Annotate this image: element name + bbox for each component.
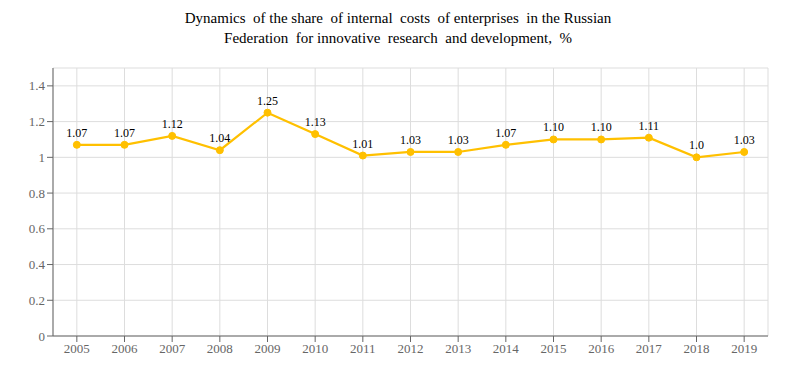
svg-text:2015: 2015 [541, 341, 567, 356]
html-text:Federation for innovative rese: Federation for innovative research and d… [224, 30, 572, 46]
svg-text:1.11: 1.11 [639, 119, 660, 133]
svg-text:2005: 2005 [64, 341, 90, 356]
svg-text:1.0: 1.0 [689, 138, 704, 152]
svg-text:2010: 2010 [302, 341, 328, 356]
svg-text:2017: 2017 [636, 341, 663, 356]
svg-text:0.2: 0.2 [29, 293, 45, 308]
svg-text:1.4: 1.4 [29, 78, 46, 93]
html-text:Dynamics of the share of inter: Dynamics of the share of internal costs … [184, 10, 612, 26]
svg-text:2019: 2019 [731, 341, 757, 356]
svg-text:2007: 2007 [159, 341, 186, 356]
svg-text:2012: 2012 [398, 341, 424, 356]
svg-text:2013: 2013 [445, 341, 471, 356]
svg-text:1.07: 1.07 [114, 126, 135, 140]
svg-text:1.03: 1.03 [400, 133, 421, 147]
svg-text:1.03: 1.03 [448, 133, 469, 147]
svg-text:1: 1 [39, 150, 46, 165]
svg-text:0.4: 0.4 [29, 257, 46, 272]
svg-text:2016: 2016 [588, 341, 615, 356]
svg-text:1.04: 1.04 [209, 131, 230, 145]
svg-text:2018: 2018 [684, 341, 710, 356]
svg-text:2008: 2008 [207, 341, 233, 356]
svg-text:1.07: 1.07 [66, 126, 87, 140]
svg-text:1.10: 1.10 [591, 120, 612, 134]
svg-text:2009: 2009 [255, 341, 281, 356]
svg-text:1.03: 1.03 [734, 133, 755, 147]
svg-text:2006: 2006 [112, 341, 139, 356]
svg-text:1.10: 1.10 [543, 120, 564, 134]
svg-text:1.12: 1.12 [162, 117, 183, 131]
svg-text:1.07: 1.07 [495, 126, 516, 140]
svg-text:2011: 2011 [350, 341, 376, 356]
svg-text:0: 0 [39, 329, 46, 344]
svg-text:1.13: 1.13 [305, 115, 326, 129]
svg-text:2014: 2014 [493, 341, 520, 356]
svg-text:0.8: 0.8 [29, 186, 45, 201]
svg-text:1.2: 1.2 [29, 114, 45, 129]
svg-text:0.6: 0.6 [29, 221, 46, 236]
svg-text:1.01: 1.01 [352, 137, 373, 151]
svg-text:1.25: 1.25 [257, 94, 278, 108]
